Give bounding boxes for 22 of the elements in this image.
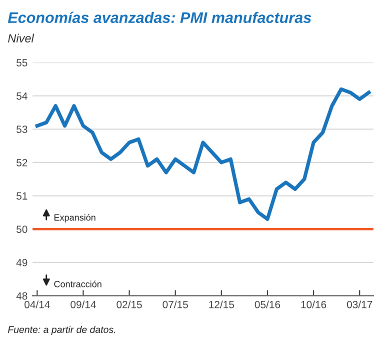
annotation: Contracción	[54, 280, 102, 288]
y-tick-label: 52	[16, 158, 28, 166]
x-tick-label: 12/15	[209, 300, 234, 308]
y-tick-label: 54	[16, 92, 28, 100]
x-tick-label: 07/15	[162, 300, 188, 308]
x-tick-label: 09/14	[70, 300, 96, 308]
chart-title: Economías avanzadas: PMI manufacturas	[8, 12, 312, 24]
y-tick-label: 50	[16, 226, 28, 233]
source-note: Fuente: a partir de datos.	[8, 326, 116, 335]
x-tick-label: 05/16	[254, 300, 280, 308]
y-tick-label: 55	[16, 59, 28, 66]
annotation: Expansión	[54, 214, 96, 222]
x-tick-label: 02/15	[116, 300, 142, 308]
y-axis-title: Nivel	[8, 34, 34, 42]
x-tick-label: 10/16	[301, 300, 326, 308]
y-tick-label: 53	[16, 126, 28, 134]
y-tick-label: 48	[16, 292, 28, 300]
y-tick-label: 49	[16, 258, 28, 266]
line-series	[35, 87, 371, 221]
y-tick-label: 51	[16, 192, 28, 200]
x-tick-label: 04/14	[24, 300, 50, 308]
x-tick-label: 03/17	[346, 300, 372, 308]
